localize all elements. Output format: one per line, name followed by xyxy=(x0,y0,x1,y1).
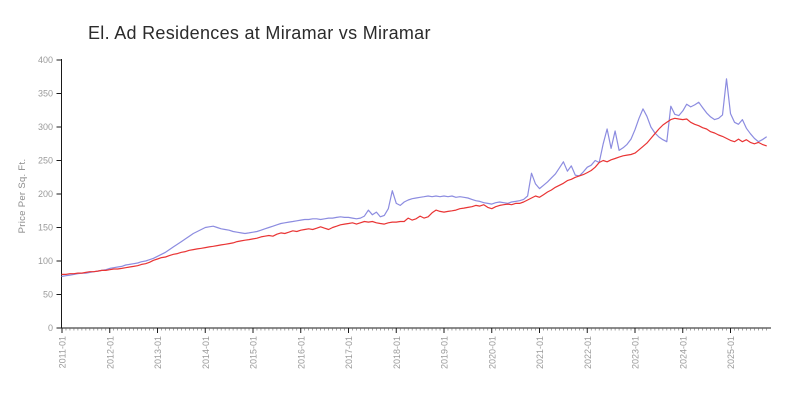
data-series xyxy=(61,78,767,277)
x-tick-label: 2013-01 xyxy=(153,336,163,369)
y-tick-label: 250 xyxy=(38,156,53,166)
x-tick-label: 2016-01 xyxy=(296,336,306,369)
chart-title: El. Ad Residences at Miramar vs Miramar xyxy=(88,23,431,43)
series-line-red xyxy=(61,117,767,275)
x-tick-label: 2011-01 xyxy=(58,336,68,368)
axes xyxy=(61,59,771,329)
x-tick-label: 2023-01 xyxy=(631,336,641,369)
x-tick-label: 2024-01 xyxy=(678,336,688,369)
y-tick-label: 300 xyxy=(38,122,53,132)
x-tick-label: 2018-01 xyxy=(392,336,402,369)
x-tick-label: 2021-01 xyxy=(535,336,545,369)
y-tick-label: 400 xyxy=(38,55,53,65)
y-axis-label: Price Per Sq. Ft. xyxy=(17,159,28,234)
x-tick-label: 2025-01 xyxy=(726,336,736,369)
x-tick-label: 2020-01 xyxy=(487,336,497,369)
y-tick-label: 200 xyxy=(38,189,53,199)
y-tick-label: 50 xyxy=(43,290,53,300)
x-tick-label: 2012-01 xyxy=(105,336,115,369)
x-tick-label: 2014-01 xyxy=(201,336,211,369)
x-tick-label: 2022-01 xyxy=(583,336,593,369)
y-tick-label: 350 xyxy=(38,89,53,99)
y-tick-label: 150 xyxy=(38,223,53,233)
y-tick-label: 0 xyxy=(48,323,53,333)
x-tick-label: 2017-01 xyxy=(344,336,354,369)
series-line-blue xyxy=(61,78,767,277)
x-axis-ticks: 2011-01 2012-01 2013-01 2014-01 2015-01 2016-… xyxy=(58,328,767,369)
y-tick-label: 100 xyxy=(38,256,53,266)
y-axis-ticks: 0 50 100 150 200 250 300 350 400 xyxy=(38,55,62,333)
x-tick-label: 2015-01 xyxy=(249,336,259,369)
x-tick-label: 2019-01 xyxy=(440,336,450,369)
